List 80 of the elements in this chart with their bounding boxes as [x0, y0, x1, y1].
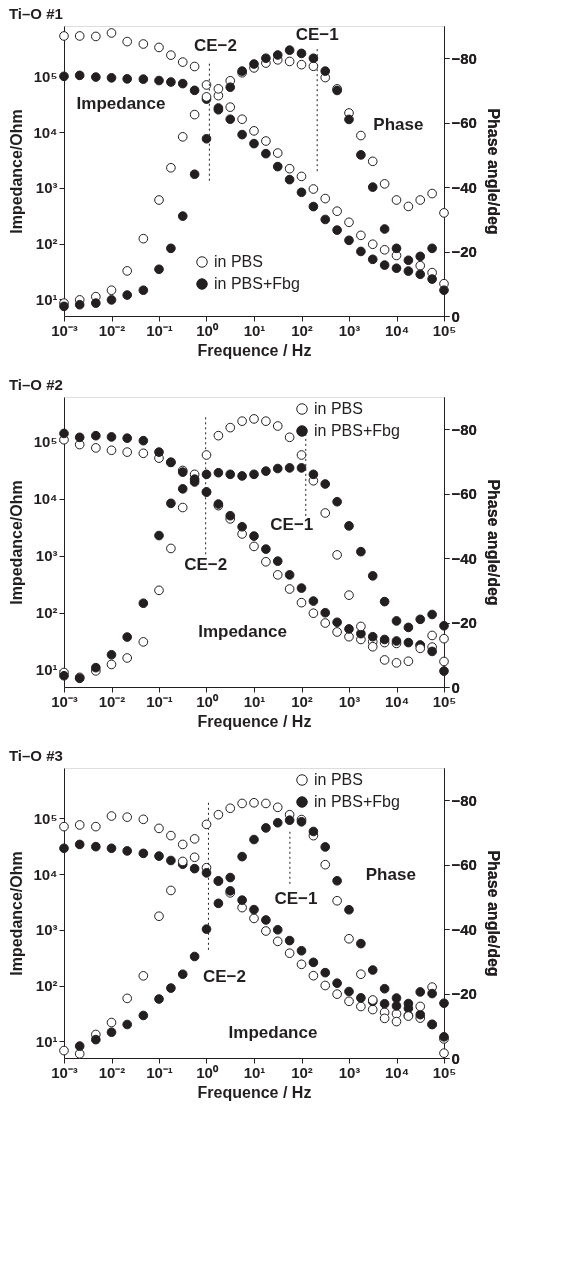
y-axis-title: Impedance/Ohm [8, 109, 26, 234]
y2-tick-label: −80 [451, 420, 477, 438]
x-axis-title: Frequence / Hz [197, 1083, 312, 1101]
x-tick-label: 10³ [338, 692, 361, 710]
y2-tick-label: −80 [451, 49, 477, 67]
legend-label: in PBS [314, 400, 363, 417]
annotation: Phase [373, 114, 424, 134]
x-tick-label: 10⁻² [98, 321, 126, 339]
x-tick-label: 10³ [338, 321, 361, 339]
x-tick-label: 10⁻¹ [146, 321, 173, 339]
y2-tick-label: −40 [451, 178, 477, 196]
annotation: Impedance [198, 621, 288, 641]
chart-title: Ti–O #2 [8, 376, 63, 393]
ref-line-label: CE−1 [274, 888, 318, 908]
y-tick-label: 10¹ [35, 290, 58, 308]
legend-label: in PBS+Fbg [214, 275, 300, 292]
y-tick-label: 10² [35, 235, 58, 252]
y2-tick-label: −20 [451, 985, 477, 1003]
annotation: Phase [365, 865, 416, 885]
y2-axis-title: Phase angle/deg [484, 479, 502, 606]
legend-label: in PBS [214, 253, 263, 270]
y-tick-label: 10³ [35, 179, 58, 197]
ref-line-label: CE−1 [295, 24, 339, 44]
y2-tick-label: −80 [451, 791, 477, 809]
y2-tick-label: −40 [451, 920, 477, 938]
annotation: Impedance [76, 94, 166, 114]
y-tick-label: 10¹ [35, 661, 58, 679]
y-tick-label: 10¹ [35, 1032, 58, 1050]
y2-axis-title: Phase angle/deg [484, 108, 502, 235]
legend-label: in PBS [314, 771, 363, 788]
annotation: Impedance [228, 1023, 318, 1043]
y-tick-label: 10² [35, 604, 58, 622]
ref-line-label: CE−2 [184, 555, 228, 575]
y-axis-title: Impedance/Ohm [8, 851, 26, 976]
x-tick-label: 10² [291, 692, 313, 710]
y-tick-label: 10⁴ [33, 865, 58, 883]
x-tick-label: 10² [291, 321, 313, 339]
x-tick-label: 10⁴ [384, 692, 410, 710]
x-tick-label: 10¹ [243, 321, 266, 339]
y-tick-label: 10⁴ [33, 490, 58, 508]
y-tick-label: 10⁵ [33, 432, 58, 450]
x-tick-label: 10⁻² [98, 1063, 126, 1081]
y2-tick-label: −60 [451, 114, 477, 132]
y2-axis-title: Phase angle/deg [484, 850, 502, 977]
y2-tick-label: −20 [451, 243, 477, 261]
x-tick-label: 10⁻³ [51, 692, 78, 710]
ref-line-label: CE−2 [193, 36, 237, 56]
y-tick-label: 10⁴ [33, 123, 58, 141]
y2-tick-label: −60 [451, 856, 477, 874]
ref-line-label: CE−2 [202, 966, 246, 986]
x-tick-label: 10¹ [243, 692, 266, 710]
chart-title: Ti–O #1 [8, 4, 63, 22]
x-axis-title: Frequence / Hz [197, 712, 312, 730]
y-tick-label: 10³ [35, 921, 58, 939]
x-tick-label: 10⁻³ [51, 321, 78, 339]
x-tick-label: 10⁰ [196, 1063, 219, 1081]
x-tick-label: 10³ [338, 1063, 361, 1081]
x-tick-label: 10² [291, 1063, 313, 1081]
y2-tick-label: −60 [451, 485, 477, 503]
y2-tick-label: −20 [451, 614, 477, 632]
y-axis-title: Impedance/Ohm [8, 480, 26, 605]
y-tick-label: 10⁵ [33, 809, 58, 827]
x-tick-label: 10⁻¹ [146, 692, 173, 710]
x-tick-label: 10⁴ [384, 1063, 410, 1081]
x-tick-label: 10⁴ [384, 321, 410, 339]
y-tick-label: 10³ [35, 547, 58, 565]
x-tick-label: 10⁻¹ [146, 1063, 173, 1081]
chart-title: Ti–O #3 [8, 747, 63, 764]
x-tick-label: 10¹ [243, 1063, 266, 1081]
x-tick-label: 10⁻³ [51, 1063, 78, 1081]
y-tick-label: 10⁵ [33, 67, 58, 85]
y2-tick-label: −40 [451, 549, 477, 567]
x-tick-label: 10⁻² [98, 692, 126, 710]
ref-line-label: CE−1 [270, 514, 314, 534]
x-tick-label: 10⁰ [196, 692, 219, 710]
x-tick-label: 10⁰ [196, 321, 219, 339]
y-tick-label: 10² [35, 977, 58, 994]
x-axis-title: Frequence / Hz [197, 341, 312, 359]
legend-label: in PBS+Fbg [314, 422, 400, 439]
legend-label: in PBS+Fbg [314, 793, 400, 810]
